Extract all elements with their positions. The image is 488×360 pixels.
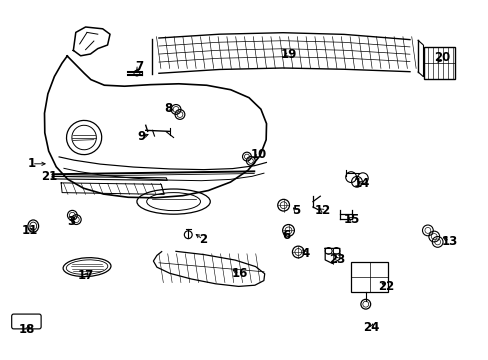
Text: 4: 4 xyxy=(301,247,309,260)
Text: 20: 20 xyxy=(433,51,450,64)
Text: 9: 9 xyxy=(138,130,145,143)
Text: 14: 14 xyxy=(353,177,369,190)
Text: 24: 24 xyxy=(363,321,379,334)
Bar xyxy=(350,262,387,292)
Text: 1: 1 xyxy=(28,157,36,170)
Text: 2: 2 xyxy=(199,233,206,246)
Text: 21: 21 xyxy=(41,170,57,183)
Text: 8: 8 xyxy=(164,102,172,114)
Text: 18: 18 xyxy=(19,323,35,336)
Text: 17: 17 xyxy=(77,269,94,282)
Text: 6: 6 xyxy=(282,229,289,242)
Text: 23: 23 xyxy=(328,253,345,266)
Text: 3: 3 xyxy=(67,215,75,228)
Text: 13: 13 xyxy=(441,235,457,248)
Text: 22: 22 xyxy=(377,280,394,293)
Text: 5: 5 xyxy=(291,204,299,217)
Text: 12: 12 xyxy=(314,204,330,217)
Text: 15: 15 xyxy=(343,213,360,226)
Text: 19: 19 xyxy=(280,48,296,60)
Text: 11: 11 xyxy=(21,224,38,237)
Text: 7: 7 xyxy=(135,60,143,73)
Text: 16: 16 xyxy=(231,267,247,280)
Bar xyxy=(424,47,454,79)
Text: 10: 10 xyxy=(250,148,267,161)
